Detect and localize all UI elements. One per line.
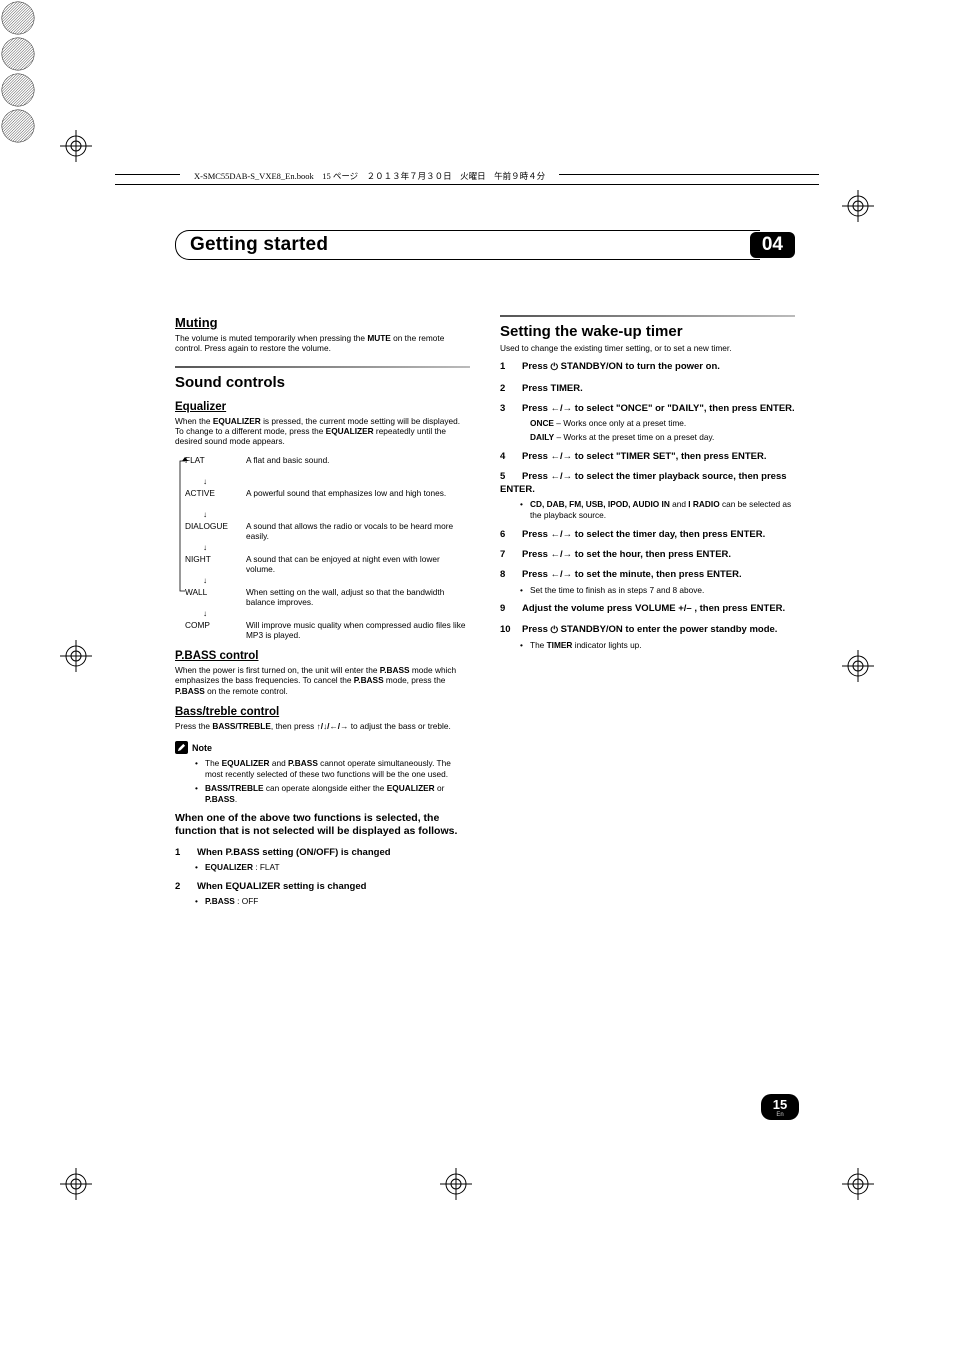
note-bullets: The EQUALIZER and P.BASS cannot operate … — [195, 758, 470, 804]
crop-mark — [842, 1168, 874, 1200]
step-sub: DAILY – Works at the preset time on a pr… — [530, 432, 795, 443]
page-number-badge: 15 En — [761, 1094, 799, 1120]
left-right-arrow-icon: ←/→ — [551, 451, 573, 462]
eq-mode-desc: Will improve music quality when compress… — [240, 618, 470, 640]
page-number: 15 — [761, 1098, 799, 1111]
eq-mode-name: DIALOGUE — [185, 519, 240, 531]
standby-icon: ⏻ — [551, 625, 559, 637]
section-divider — [175, 366, 470, 368]
pencil-icon — [175, 741, 188, 754]
eq-mode-name: WALL — [185, 585, 240, 597]
crop-mark — [842, 190, 874, 222]
crop-mark — [60, 640, 92, 672]
step: 7Press ←/→ to set the hour, then press E… — [500, 549, 795, 561]
step: 2Press TIMER. — [500, 383, 795, 395]
page-lang: En — [761, 1112, 799, 1118]
step: 10Press ⏻ STANDBY/ON to enter the power … — [500, 624, 795, 637]
eq-mode-name: NIGHT — [185, 552, 240, 564]
equalizer-heading: Equalizer — [175, 401, 470, 413]
page-title: Getting started — [190, 234, 748, 256]
eq-mode-name: COMP — [185, 618, 240, 630]
eq-mode-desc: A flat and basic sound. — [240, 453, 470, 465]
eq-mode-name: FLAT — [185, 453, 240, 465]
sound-controls-heading: Sound controls — [175, 374, 470, 391]
step: 8Press ←/→ to set the minute, then press… — [500, 569, 795, 581]
step: 5Press ←/→ to select the timer playback … — [500, 471, 795, 496]
note-label: Note — [175, 741, 470, 754]
function-note: When one of the above two functions is s… — [175, 812, 470, 838]
registration-mark-bl — [0, 72, 36, 108]
book-source-header: X-SMC55DAB-S_VXE8_En.book 15 ページ ２０１３年７月… — [180, 170, 559, 182]
left-right-arrow-icon: ←/→ — [551, 471, 573, 482]
wakeup-desc: Used to change the existing timer settin… — [500, 343, 795, 353]
section-divider — [500, 315, 795, 317]
arrow-icons: ↑/↓/←/→ — [317, 721, 349, 731]
step: 1Press ⏻ STANDBY/ON to turn the power on… — [500, 361, 795, 374]
step-bullet: CD, DAB, FM, USB, IPOD, AUDIO IN and I R… — [520, 499, 795, 521]
standby-icon: ⏻ — [551, 362, 559, 374]
left-column: Muting The volume is muted temporarily w… — [175, 315, 470, 910]
step: 6Press ←/→ to select the timer day, then… — [500, 529, 795, 541]
eq-mode-desc: A powerful sound that emphasizes low and… — [240, 486, 470, 498]
registration-mark-br — [0, 108, 36, 144]
left-right-arrow-icon: ←/→ — [551, 549, 573, 560]
page-header: Getting started 04 — [175, 230, 795, 260]
step: 9Adjust the volume press VOLUME +/– , th… — [500, 603, 795, 615]
step-sub: ONCE – Works once only at a preset time. — [530, 418, 795, 429]
registration-mark-tr — [0, 36, 36, 72]
eq-mode-name: ACTIVE — [185, 486, 240, 498]
crop-mark — [60, 130, 92, 162]
basstreble-heading: Bass/treble control — [175, 706, 470, 718]
muting-text: The volume is muted temporarily when pre… — [175, 333, 470, 354]
step-bullet: P.BASS : OFF — [195, 896, 470, 907]
equalizer-text: When the EQUALIZER is pressed, the curre… — [175, 416, 470, 447]
step: 2When EQUALIZER setting is changed — [175, 881, 470, 893]
wakeup-heading: Setting the wake-up timer — [500, 323, 795, 340]
left-right-arrow-icon: ←/→ — [551, 569, 573, 580]
muting-heading: Muting — [175, 315, 470, 330]
eq-mode-desc: When setting on the wall, adjust so that… — [240, 585, 470, 607]
left-right-arrow-icon: ←/→ — [551, 529, 573, 540]
pbass-text: When the power is first turned on, the u… — [175, 665, 470, 696]
crop-mark — [842, 650, 874, 682]
step-bullet: Set the time to finish as in steps 7 and… — [520, 585, 795, 596]
eq-mode-desc: A sound that allows the radio or vocals … — [240, 519, 470, 541]
eq-mode-desc: A sound that can be enjoyed at night eve… — [240, 552, 470, 574]
step: 4Press ←/→ to select "TIMER SET", then p… — [500, 451, 795, 463]
crop-mark — [60, 1168, 92, 1200]
right-column: Setting the wake-up timer Used to change… — [500, 315, 795, 910]
pbass-heading: P.BASS control — [175, 650, 470, 662]
basstreble-text: Press the BASS/TREBLE, then press ↑/↓/←/… — [175, 721, 470, 731]
left-right-arrow-icon: ←/→ — [551, 403, 573, 414]
chapter-number-badge: 04 — [750, 232, 795, 258]
step: 1When P.BASS setting (ON/OFF) is changed — [175, 847, 470, 859]
registration-mark-tl — [0, 0, 36, 36]
step: 3Press ←/→ to select "ONCE" or "DAILY", … — [500, 403, 795, 415]
header-rule — [115, 184, 819, 185]
cycle-arrow — [179, 457, 191, 595]
step-bullet: EQUALIZER : FLAT — [195, 862, 470, 873]
equalizer-mode-list: FLATA flat and basic sound. ↓ ACTIVEA po… — [185, 453, 470, 640]
step-bullet: The TIMER indicator lights up. — [520, 640, 795, 651]
